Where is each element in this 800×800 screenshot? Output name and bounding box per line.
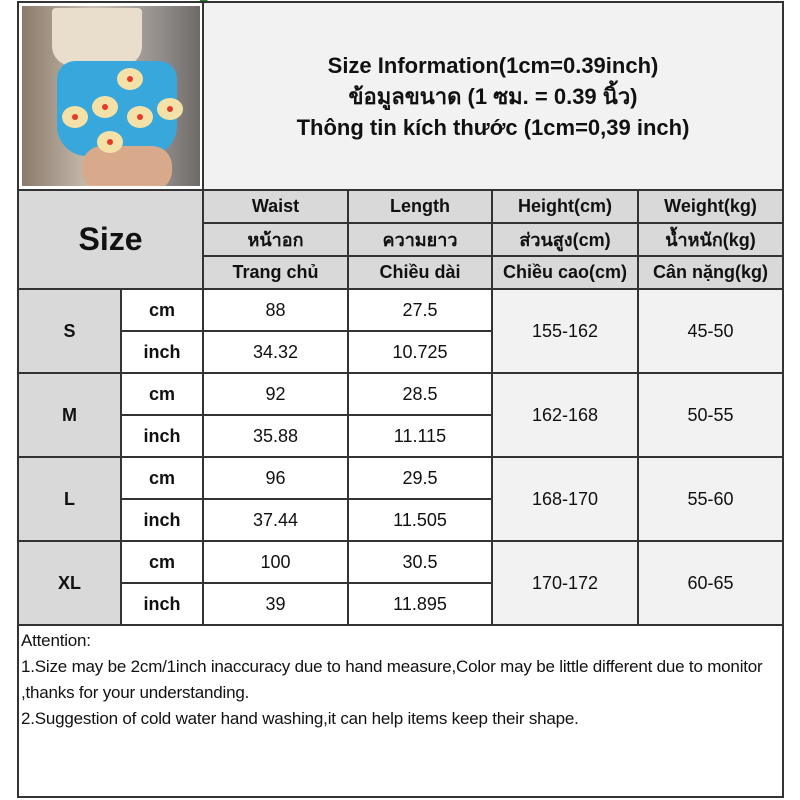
header-height-thai: ส่วนสูง(cm) bbox=[491, 222, 639, 257]
height-range: 170-172 bbox=[491, 540, 639, 626]
unit-inch: inch bbox=[120, 498, 204, 542]
unit-cm: cm bbox=[120, 540, 204, 584]
length-inch: 11.895 bbox=[347, 582, 493, 626]
size-label: M bbox=[17, 372, 122, 458]
weight-range: 45-50 bbox=[637, 288, 784, 374]
unit-inch: inch bbox=[120, 582, 204, 626]
size-info-title: Size Information(1cm=0.39inch) ข้อมูลขนา… bbox=[202, 1, 784, 191]
size-row-inch: inch 39 11.895 bbox=[18, 582, 783, 626]
waist-cm: 92 bbox=[202, 372, 349, 416]
unit-cm: cm bbox=[120, 372, 204, 416]
unit-inch: inch bbox=[120, 414, 204, 458]
size-row-inch: inch 34.32 10.725 bbox=[18, 330, 783, 374]
waist-cm: 88 bbox=[202, 288, 349, 332]
waist-inch: 34.32 bbox=[202, 330, 349, 374]
length-cm: 29.5 bbox=[347, 456, 493, 500]
header-waist-thai: หน้าอก bbox=[202, 222, 349, 257]
header-weight-vn: Cân nặng(kg) bbox=[637, 255, 784, 290]
length-inch: 11.115 bbox=[347, 414, 493, 458]
unit-cm: cm bbox=[120, 288, 204, 332]
size-row-cm: L cm 96 29.5 168-170 55-60 bbox=[17, 456, 784, 542]
header-length-vn: Chiều dài bbox=[347, 255, 493, 290]
attention-heading: Attention: bbox=[21, 631, 91, 650]
length-cm: 30.5 bbox=[347, 540, 493, 584]
header-height-vn: Chiều cao(cm) bbox=[491, 255, 639, 290]
size-label: XL bbox=[17, 540, 122, 626]
size-label: L bbox=[17, 456, 122, 542]
waist-cm: 96 bbox=[202, 456, 349, 500]
height-range: 162-168 bbox=[491, 372, 639, 458]
size-table: Size Information(1cm=0.39inch) ข้อมูลขนา… bbox=[17, 1, 784, 798]
length-cm: 28.5 bbox=[347, 372, 493, 416]
header-weight-thai: น้ำหนัก(kg) bbox=[637, 222, 784, 257]
product-photo-cell bbox=[17, 1, 204, 191]
attention-note-2: 2.Suggestion of cold water hand washing,… bbox=[21, 709, 579, 728]
header-waist-vn: Trang chủ bbox=[202, 255, 349, 290]
waist-cm: 100 bbox=[202, 540, 349, 584]
length-inch: 11.505 bbox=[347, 498, 493, 542]
waist-inch: 37.44 bbox=[202, 498, 349, 542]
size-chart: Size Information(1cm=0.39inch) ข้อมูลขนา… bbox=[17, 1, 784, 798]
size-row-inch: inch 35.88 11.115 bbox=[18, 414, 783, 458]
header-length: Length bbox=[347, 189, 493, 224]
title-english: Size Information(1cm=0.39inch) bbox=[327, 52, 659, 78]
unit-inch: inch bbox=[120, 330, 204, 374]
size-row-cm: M cm 92 28.5 162-168 50-55 bbox=[17, 372, 784, 458]
size-label: S bbox=[17, 288, 122, 374]
title-thai: ข้อมูลขนาด (1 ซม. = 0.39 นิ้ว) bbox=[348, 83, 638, 109]
header-length-thai: ความยาว bbox=[347, 222, 493, 257]
title-vietnamese: Thông tin kích thước (1cm=0,39 inch) bbox=[296, 114, 690, 140]
header-height: Height(cm) bbox=[491, 189, 639, 224]
length-inch: 10.725 bbox=[347, 330, 493, 374]
weight-range: 55-60 bbox=[637, 456, 784, 542]
attention-note-1: 1.Size may be 2cm/1inch inaccuracy due t… bbox=[21, 657, 763, 702]
height-range: 168-170 bbox=[491, 456, 639, 542]
header-waist: Waist bbox=[202, 189, 349, 224]
length-cm: 27.5 bbox=[347, 288, 493, 332]
attention-notes: Attention: 1.Size may be 2cm/1inch inacc… bbox=[17, 624, 784, 798]
waist-inch: 39 bbox=[202, 582, 349, 626]
size-row-cm: S cm 88 27.5 155-162 45-50 bbox=[17, 288, 784, 374]
size-header: Size bbox=[17, 189, 204, 290]
size-row-inch: inch 37.44 11.505 bbox=[18, 498, 783, 542]
height-range: 155-162 bbox=[491, 288, 639, 374]
product-photo bbox=[21, 6, 200, 186]
header-weight: Weight(kg) bbox=[637, 189, 784, 224]
waist-inch: 35.88 bbox=[202, 414, 349, 458]
weight-range: 50-55 bbox=[637, 372, 784, 458]
weight-range: 60-65 bbox=[637, 540, 784, 626]
unit-cm: cm bbox=[120, 456, 204, 500]
size-row-cm: XL cm 100 30.5 170-172 60-65 bbox=[17, 540, 784, 626]
